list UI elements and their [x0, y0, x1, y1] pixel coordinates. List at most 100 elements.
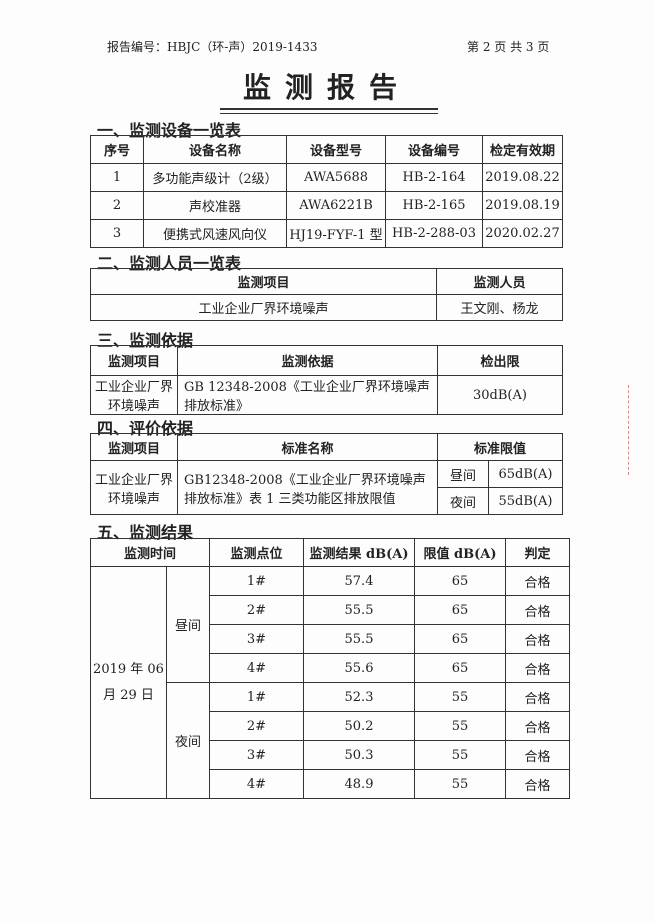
cell: 2# — [209, 711, 304, 741]
cell: 55 — [414, 682, 506, 712]
cell: 55 — [414, 711, 506, 741]
section-5-heading: 五、监测结果 — [97, 523, 194, 542]
cell: 2 — [90, 191, 144, 220]
cell: 2019.08.22 — [482, 163, 563, 192]
cell: 2# — [209, 595, 304, 625]
col-header: 监测项目 — [90, 268, 437, 295]
cell: 55dB(A) — [488, 487, 563, 515]
cell: 3# — [209, 740, 304, 770]
cell: 4# — [209, 769, 304, 799]
cell: 1 — [90, 163, 144, 192]
table-row: 2019 年 06 月 29 日昼间 1# 57.4 65 合格 — [90, 566, 570, 799]
cell: 65 — [414, 566, 506, 596]
cell: 合格 — [505, 682, 570, 712]
col-header: 标准限值 — [437, 433, 563, 461]
cell: 50.3 — [303, 740, 415, 770]
cell: 65 — [414, 653, 506, 683]
col-header: 判定 — [505, 538, 570, 567]
table-row: 2# 55.5 65 合格 — [91, 595, 570, 625]
page-number: 第 2 页 共 3 页 — [467, 40, 550, 54]
cell: 合格 — [505, 566, 570, 596]
table-row: 工业企业厂界环境噪声 GB 12348-2008《工业企业厂界环境噪声排放标准》 3… — [90, 375, 563, 415]
report-number: 报告编号：HBJC（环-声）2019-1433 — [107, 40, 318, 54]
table-row: 夜间 1# 52.3 55 合格 — [91, 682, 570, 799]
cell: 3 — [90, 219, 144, 248]
cell: 昼间 — [437, 460, 489, 488]
personnel-table: 监测项目 监测人员 工业企业厂界环境噪声 王文刚、杨龙 — [90, 268, 563, 321]
col-header: 监测项目 — [90, 345, 178, 376]
cell: HJ19-FYF-1 型 — [286, 219, 386, 248]
cell: 合格 — [505, 653, 570, 683]
cell: 声校准器 — [143, 191, 287, 220]
table-row: 3# 55.5 65 合格 — [91, 624, 570, 654]
col-header: 监测结果 dB(A) — [303, 538, 415, 567]
cell: 55.5 — [303, 624, 415, 654]
cell: 30dB(A) — [437, 375, 563, 415]
table-row: 4# 55.6 65 合格 — [91, 653, 570, 683]
cell: 55.6 — [303, 653, 415, 683]
cell: 55 — [414, 740, 506, 770]
cell: 合格 — [505, 711, 570, 741]
cell: 57.4 — [303, 566, 415, 596]
title-rule — [220, 108, 438, 114]
basis-table: 监测项目 监测依据 检出限 工业企业厂界环境噪声 GB 12348-2008《工业企业… — [90, 345, 563, 415]
table-row: 3# 50.3 55 合格 — [91, 740, 570, 770]
table-row: 4# 48.9 55 合格 — [91, 769, 570, 799]
cell: 工业企业厂界环境噪声 — [90, 294, 437, 321]
cell: 便携式风速风向仪 — [143, 219, 287, 248]
cell: 多功能声级计（2级） — [143, 163, 287, 192]
cell: HB-2-165 — [385, 191, 483, 220]
cell: 50.2 — [303, 711, 415, 741]
col-header: 设备名称 — [143, 135, 287, 164]
cell: 65 — [414, 624, 506, 654]
cell: GB 12348-2008《工业企业厂界环境噪声排放标准》 — [177, 375, 438, 415]
col-header: 监测依据 — [177, 345, 438, 376]
cell: 王文刚、杨龙 — [436, 294, 563, 321]
cell: 48.9 — [303, 769, 415, 799]
col-header: 限值 dB(A) — [414, 538, 506, 567]
col-header: 监测时间 — [90, 538, 210, 567]
cell: 3# — [209, 624, 304, 654]
cell: HB-2-288-03 — [385, 219, 483, 248]
cell: 55.5 — [303, 595, 415, 625]
col-header: 设备型号 — [286, 135, 386, 164]
col-header: 监测项目 — [90, 433, 178, 461]
period-cell: 夜间 — [166, 682, 210, 799]
cell: AWA5688 — [286, 163, 386, 192]
col-header: 设备编号 — [385, 135, 483, 164]
cell: 工业企业厂界环境噪声 — [90, 460, 178, 515]
cell: 52.3 — [303, 682, 415, 712]
cell: 1# — [209, 682, 304, 712]
table-row: 3 便携式风速风向仪 HJ19-FYF-1 型 HB-2-288-03 2020.02.… — [90, 219, 563, 248]
col-header: 检定有效期 — [482, 135, 563, 164]
cell: HB-2-164 — [385, 163, 483, 192]
col-header: 监测点位 — [209, 538, 304, 567]
date-cell: 2019 年 06 月 29 日 — [90, 566, 167, 799]
cell: 合格 — [505, 740, 570, 770]
cell: 合格 — [505, 769, 570, 799]
cell: 2019.08.19 — [482, 191, 563, 220]
seam-stamp — [628, 385, 645, 475]
cell: 合格 — [505, 624, 570, 654]
period-cell: 昼间 — [166, 566, 210, 683]
evaluation-table: 监测项目 标准名称 标准限值 工业企业厂界环境噪声 GB12348-2008《工业企业… — [90, 433, 563, 515]
cell: 65 — [414, 595, 506, 625]
cell: 1# — [209, 566, 304, 596]
page-title: 监测报告 — [242, 71, 411, 104]
cell: 工业企业厂界环境噪声 — [90, 375, 178, 415]
col-header: 序号 — [90, 135, 144, 164]
col-header: 监测人员 — [436, 268, 563, 295]
cell: GB12348-2008《工业企业厂界环境噪声排放标准》表 1 三类功能区排放限… — [177, 460, 438, 515]
table-row: 1 多功能声级计（2级） AWA5688 HB-2-164 2019.08.22 — [90, 163, 563, 192]
table-header: 序号 设备名称 设备型号 设备编号 检定有效期 — [90, 135, 563, 164]
cell: 4# — [209, 653, 304, 683]
table-row: 2 声校准器 AWA6221B HB-2-165 2019.08.19 — [90, 191, 563, 220]
equipment-table: 序号 设备名称 设备型号 设备编号 检定有效期 1 多功能声级计（2级） AWA5688 HB… — [90, 135, 563, 248]
cell: 2020.02.27 — [482, 219, 563, 248]
cell: 55 — [414, 769, 506, 799]
cell: 合格 — [505, 595, 570, 625]
col-header: 标准名称 — [177, 433, 438, 461]
results-table: 监测时间 监测点位 监测结果 dB(A) 限值 dB(A) 判定 2019 年 06 月… — [90, 538, 570, 799]
cell: 65dB(A) — [488, 460, 563, 488]
